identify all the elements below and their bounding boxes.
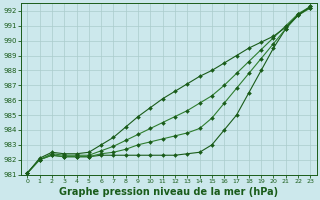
X-axis label: Graphe pression niveau de la mer (hPa): Graphe pression niveau de la mer (hPa) <box>59 187 278 197</box>
